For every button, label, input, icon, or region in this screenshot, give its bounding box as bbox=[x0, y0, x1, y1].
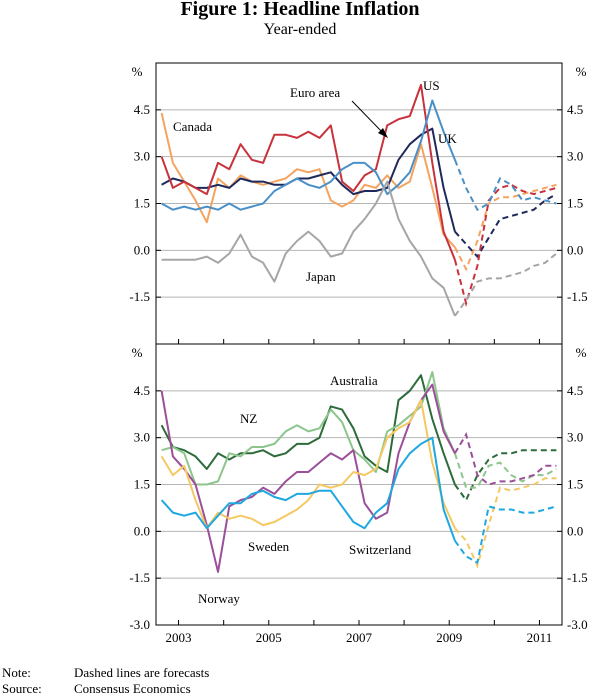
ytick-left-top: 3.0 bbox=[134, 149, 150, 164]
unit-label-right-bottom: % bbox=[576, 345, 587, 360]
ytick-right-bottom: 4.5 bbox=[567, 383, 583, 398]
forecast-line-us bbox=[453, 183, 557, 308]
ytick-right-top: 0.0 bbox=[567, 242, 583, 257]
series-line-australia bbox=[160, 374, 456, 485]
forecast-line-nz bbox=[453, 452, 557, 489]
xtick-label: 2009 bbox=[436, 630, 462, 645]
xtick-label: 2003 bbox=[166, 630, 192, 645]
series-label-australia: Australia bbox=[330, 373, 378, 388]
series-label-euro-area: Euro area bbox=[290, 85, 340, 100]
source-text: Consensus Economics bbox=[74, 681, 191, 696]
forecast-line-uk bbox=[453, 159, 557, 212]
series-line-japan bbox=[161, 180, 456, 317]
panel-top bbox=[155, 62, 563, 345]
forecast-line-sweden bbox=[454, 477, 557, 569]
forecast-line-norway bbox=[454, 431, 557, 486]
forecast-line-switzerland bbox=[454, 505, 557, 565]
ytick-left-bottom: -1.5 bbox=[129, 570, 150, 585]
ytick-left-bottom: 4.5 bbox=[134, 383, 150, 398]
xtick-label: 2011 bbox=[527, 630, 553, 645]
ytick-left-top: 4.5 bbox=[134, 102, 150, 117]
series-label-norway: Norway bbox=[198, 591, 240, 606]
ytick-right-bottom: 1.5 bbox=[567, 477, 583, 492]
ytick-left-bottom: 3.0 bbox=[134, 430, 150, 445]
ytick-right-bottom: 0.0 bbox=[567, 523, 583, 538]
ytick-left-bottom: -3.0 bbox=[129, 617, 150, 632]
series-label-us: US bbox=[423, 78, 440, 93]
unit-label-left-bottom: % bbox=[132, 345, 143, 360]
series-label-japan: Japan bbox=[306, 269, 336, 284]
note-line: Note: Dashed lines are forecasts bbox=[2, 665, 209, 681]
series-label-nz: NZ bbox=[240, 411, 257, 426]
ytick-left-bottom: 0.0 bbox=[134, 523, 150, 538]
series-line-euro-area bbox=[161, 127, 456, 232]
ytick-right-bottom: -3.0 bbox=[567, 617, 588, 632]
ytick-right-top: 4.5 bbox=[567, 102, 583, 117]
euro-area-arrow bbox=[351, 100, 388, 138]
ytick-right-bottom: -1.5 bbox=[567, 570, 588, 585]
series-label-switzerland: Switzerland bbox=[349, 542, 412, 557]
ytick-left-top: -1.5 bbox=[129, 289, 150, 304]
arrow-head bbox=[378, 128, 388, 138]
note-label: Note: bbox=[2, 665, 31, 680]
unit-label-left-top: % bbox=[132, 64, 143, 79]
unit-label-right-top: % bbox=[576, 64, 587, 79]
xtick-label: 2007 bbox=[346, 630, 373, 645]
series-label-sweden: Sweden bbox=[248, 539, 290, 554]
series-line-switzerland bbox=[160, 436, 456, 542]
forecast-line-japan bbox=[454, 252, 558, 317]
series-line-us bbox=[160, 83, 456, 261]
series-line-sweden bbox=[160, 399, 456, 530]
ytick-right-top: 1.5 bbox=[567, 196, 583, 211]
series-line-norway bbox=[160, 383, 456, 573]
figure-title: Figure 1: Headline Inflation bbox=[180, 0, 420, 20]
note-text: Dashed lines are forecasts bbox=[74, 665, 210, 680]
series-line-nz bbox=[161, 371, 456, 486]
ytick-left-bottom: 1.5 bbox=[134, 477, 150, 492]
forecast-line-canada bbox=[454, 183, 557, 272]
ytick-right-top: 3.0 bbox=[567, 149, 583, 164]
figure-subtitle: Year-ended bbox=[263, 21, 337, 38]
ytick-left-top: 0.0 bbox=[134, 242, 150, 257]
forecast-line-euro-area bbox=[454, 193, 557, 259]
arrow-shaft bbox=[351, 100, 385, 135]
source-label: Source: bbox=[2, 681, 42, 696]
ytick-left-top: 1.5 bbox=[134, 196, 150, 211]
series-line-uk bbox=[161, 99, 456, 211]
ytick-right-top: -1.5 bbox=[567, 289, 588, 304]
series-label-canada: Canada bbox=[173, 119, 212, 134]
panel-bottom bbox=[155, 343, 563, 626]
source-line: Source: Consensus Economics bbox=[2, 681, 191, 697]
ytick-right-bottom: 3.0 bbox=[567, 430, 583, 445]
series-label-uk: UK bbox=[438, 131, 457, 146]
xtick-label: 2005 bbox=[256, 630, 282, 645]
